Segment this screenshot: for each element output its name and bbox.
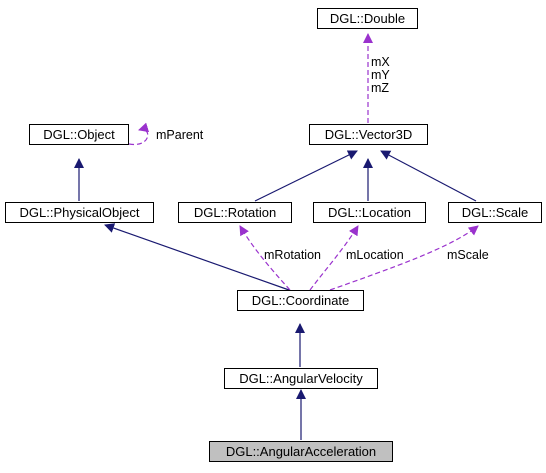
edge-label-mz: mZ [371, 81, 390, 95]
edge-object-self-parent [128, 122, 150, 145]
node-dgl-coordinate[interactable]: DGL::Coordinate [237, 290, 364, 311]
edge-label-mparent: mParent [156, 128, 204, 142]
node-dgl-scale[interactable]: DGL::Scale [448, 202, 542, 223]
edge-label-mx: mX [371, 55, 390, 69]
edge-label-mrotation: mRotation [264, 248, 321, 262]
node-dgl-rotation[interactable]: DGL::Rotation [178, 202, 292, 223]
edge-scale-vector3d [380, 150, 477, 202]
edge-coordinate-rotation [239, 225, 291, 291]
node-dgl-double[interactable]: DGL::Double [317, 8, 418, 29]
node-dgl-object[interactable]: DGL::Object [29, 124, 129, 145]
node-dgl-vector3d[interactable]: DGL::Vector3D [309, 124, 428, 145]
edge-label-mlocation: mLocation [346, 248, 404, 262]
node-dgl-physicalobject[interactable]: DGL::PhysicalObject [5, 202, 154, 223]
edge-coordinate-physicalobject [104, 223, 290, 291]
node-dgl-angularvelocity[interactable]: DGL::AngularVelocity [224, 368, 378, 389]
edge-label-my: mY [371, 68, 390, 82]
edge-label-mscale: mScale [447, 248, 489, 262]
node-dgl-angularacceleration: DGL::AngularAcceleration [209, 441, 393, 462]
edge-label-double-members: mX mY mZ [371, 56, 390, 95]
edge-coordinate-scale [329, 225, 479, 291]
edge-coordinate-location [309, 225, 359, 291]
node-dgl-location[interactable]: DGL::Location [313, 202, 426, 223]
edge-rotation-vector3d [254, 150, 358, 202]
